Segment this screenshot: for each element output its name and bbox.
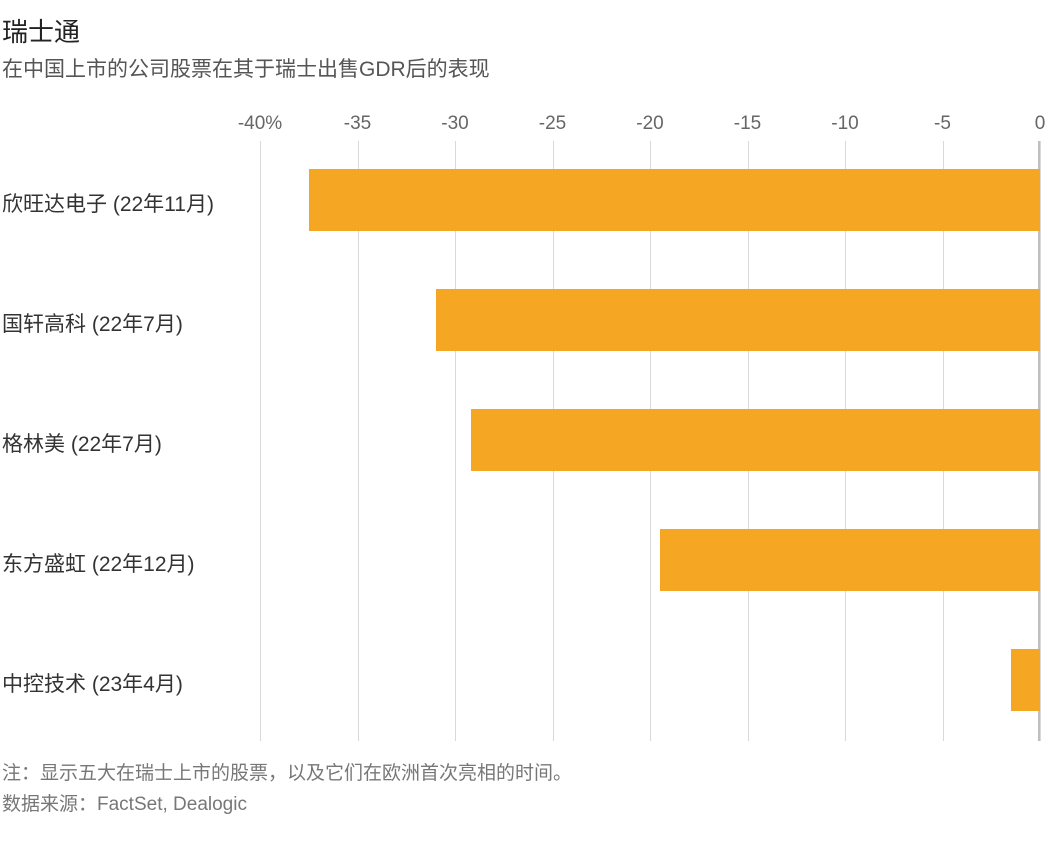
x-tick-label: 0 bbox=[1035, 113, 1046, 135]
x-tick-label: -40% bbox=[238, 113, 282, 135]
bar bbox=[1011, 649, 1040, 711]
chart-subtitle: 在中国上市的公司股票在其于瑞士出售GDR后的表现 bbox=[0, 53, 1050, 83]
gridline bbox=[260, 141, 261, 741]
footer-note: 注：显示五大在瑞士上市的股票，以及它们在欧洲首次亮相的时间。 bbox=[2, 760, 572, 789]
gridline bbox=[455, 141, 456, 741]
x-tick-label: -15 bbox=[734, 113, 761, 135]
chart-container: 瑞士通 在中国上市的公司股票在其于瑞士出售GDR后的表现 -40%-35-30-… bbox=[0, 0, 1050, 847]
chart-footer: 注：显示五大在瑞士上市的股票，以及它们在欧洲首次亮相的时间。 数据来源：Fact… bbox=[2, 760, 572, 819]
bar bbox=[309, 169, 1040, 231]
x-tick-label: -10 bbox=[831, 113, 858, 135]
category-label: 国轩高科 (22年7月) bbox=[0, 308, 250, 338]
x-tick-label: -30 bbox=[441, 113, 468, 135]
category-label: 欣旺达电子 (22年11月) bbox=[0, 188, 250, 218]
x-tick-label: -20 bbox=[636, 113, 663, 135]
category-label: 中控技术 (23年4月) bbox=[0, 668, 250, 698]
chart-title: 瑞士通 bbox=[0, 12, 1050, 49]
bar bbox=[436, 289, 1041, 351]
x-tick-label: -25 bbox=[539, 113, 566, 135]
bar bbox=[660, 529, 1040, 591]
chart-area: -40% -35 -30 -25 -20 -15 -10 -5 0 欣旺达电子 (22年11月)… bbox=[0, 101, 1050, 761]
gridline bbox=[1040, 141, 1041, 741]
plot-region bbox=[260, 141, 1040, 741]
category-label: 格林美 (22年7月) bbox=[0, 428, 250, 458]
footer-source: 数据来源：FactSet, Dealogic bbox=[2, 791, 572, 820]
gridline bbox=[358, 141, 359, 741]
category-label: 东方盛虹 (22年12月) bbox=[0, 548, 250, 578]
x-tick-label: -35 bbox=[344, 113, 371, 135]
bar bbox=[471, 409, 1040, 471]
x-tick-label: -5 bbox=[934, 113, 951, 135]
